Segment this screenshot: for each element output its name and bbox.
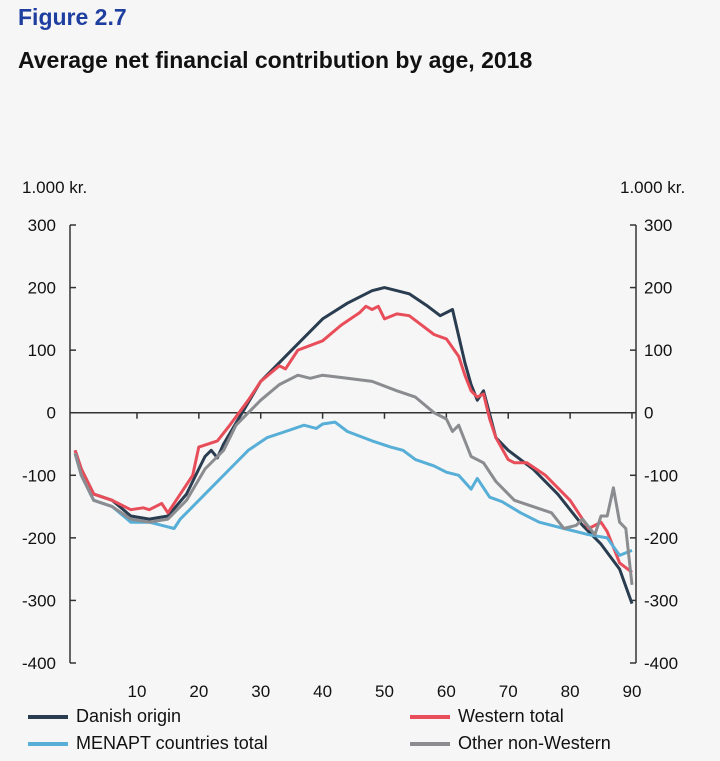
right-y-tick-label: 100 bbox=[644, 341, 672, 360]
left-y-tick-label: 300 bbox=[28, 216, 56, 235]
x-tick-label: 40 bbox=[313, 682, 332, 701]
x-tick-label: 70 bbox=[499, 682, 518, 701]
figure-label: Figure 2.7 bbox=[18, 4, 127, 30]
left-axis-unit: 1.000 kr. bbox=[22, 178, 88, 197]
legend-label: Other non-Western bbox=[458, 733, 611, 753]
legend-item-western-total: Western total bbox=[410, 706, 564, 727]
series-line-western-total bbox=[73, 304, 633, 574]
right-y-tick-label: 200 bbox=[644, 279, 672, 298]
right-y-tick-label: -400 bbox=[644, 654, 678, 673]
legend-swatch bbox=[410, 714, 450, 719]
x-tick-label: 80 bbox=[561, 682, 580, 701]
legend-label: MENAPT countries total bbox=[76, 733, 268, 753]
x-tick-label: 20 bbox=[189, 682, 208, 701]
left-y-tick-label: -200 bbox=[22, 529, 56, 548]
right-y-tick-label: 300 bbox=[644, 216, 672, 235]
legend-swatch bbox=[28, 714, 68, 719]
right-axis-unit: 1.000 kr. bbox=[620, 178, 686, 197]
chart-title: Average net financial contribution by ag… bbox=[18, 47, 533, 73]
left-y-tick-label: -400 bbox=[22, 654, 56, 673]
legend-item-other-non-western: Other non-Western bbox=[410, 733, 611, 754]
right-y-tick-label: -200 bbox=[644, 529, 678, 548]
x-tick-label: 90 bbox=[623, 682, 642, 701]
legend-label: Western total bbox=[458, 706, 564, 726]
x-tick-label: 60 bbox=[437, 682, 456, 701]
series-line-other-non-western bbox=[73, 373, 634, 585]
legend-label: Danish origin bbox=[76, 706, 182, 726]
left-y-tick-label: -100 bbox=[22, 466, 56, 485]
left-y-tick-label: 0 bbox=[47, 404, 56, 423]
left-y-tick-label: 100 bbox=[28, 341, 56, 360]
series-line-menapt-countries-total bbox=[73, 420, 633, 557]
legend-item-danish-origin: Danish origin bbox=[28, 706, 181, 727]
left-y-tick-label: -300 bbox=[22, 591, 56, 610]
legend-swatch bbox=[28, 741, 68, 746]
x-tick-label: 10 bbox=[128, 682, 147, 701]
right-y-tick-label: -300 bbox=[644, 591, 678, 610]
x-tick-label: 30 bbox=[251, 682, 270, 701]
left-y-tick-label: 200 bbox=[28, 279, 56, 298]
right-y-tick-label: 0 bbox=[644, 404, 653, 423]
legend-swatch bbox=[410, 741, 450, 746]
right-y-tick-label: -100 bbox=[644, 466, 678, 485]
x-tick-label: 50 bbox=[375, 682, 394, 701]
legend-item-menapt: MENAPT countries total bbox=[28, 733, 268, 754]
series-line-danish-origin bbox=[73, 286, 634, 605]
